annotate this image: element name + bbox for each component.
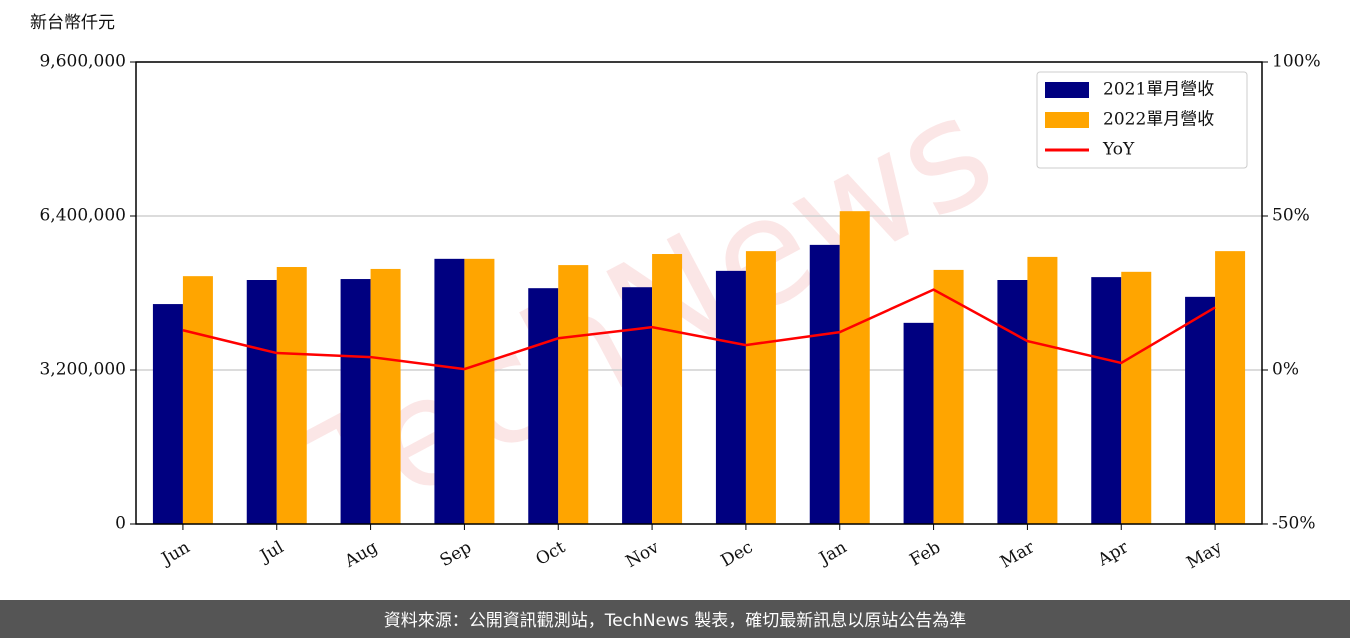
bar — [152, 304, 183, 524]
bar — [997, 280, 1028, 524]
bar — [839, 211, 870, 524]
legend-swatch — [1045, 112, 1089, 128]
bar — [434, 258, 465, 524]
bar — [1027, 256, 1058, 524]
bar — [809, 244, 840, 524]
legend-swatch — [1045, 82, 1089, 98]
bar — [903, 322, 934, 524]
bar — [182, 276, 213, 524]
x-tick-label: Sep — [437, 537, 475, 571]
y2-tick-label: 100% — [1272, 52, 1321, 72]
bar — [652, 254, 683, 525]
bar — [464, 258, 495, 524]
bar — [246, 280, 277, 524]
x-tick-label: Dec — [718, 537, 757, 571]
x-tick-label: May — [1183, 537, 1226, 573]
y-tick-label: 0 — [115, 514, 126, 534]
x-tick-label: Apr — [1094, 537, 1133, 571]
bar — [370, 268, 401, 524]
x-tick-label: Jun — [157, 537, 194, 570]
y2-tick-label: -50% — [1272, 514, 1316, 534]
y2-tick-label: 50% — [1272, 206, 1310, 226]
legend-label: 2022單月營收 — [1103, 110, 1214, 130]
bar — [528, 288, 559, 524]
x-tick-label: Mar — [997, 537, 1039, 573]
plot-frame — [135, 61, 1263, 525]
bar — [745, 251, 776, 524]
bar — [1215, 251, 1246, 524]
x-tick-label: Nov — [623, 537, 663, 572]
bar — [340, 279, 371, 524]
bar — [933, 269, 964, 524]
source-note: 資料來源：公開資訊觀測站，TechNews 製表，確切最新訊息以原站公告為準 — [384, 611, 966, 631]
y-tick-label: 9,600,000 — [39, 52, 126, 72]
y-tick-label: 3,200,000 — [39, 360, 126, 380]
y2-tick-label: 0% — [1272, 360, 1299, 380]
x-tick-label: Oct — [533, 537, 569, 570]
legend-label: 2021單月營收 — [1103, 80, 1214, 100]
bar — [1185, 296, 1216, 524]
bar — [1091, 277, 1122, 524]
legend-label: YoY — [1102, 140, 1135, 160]
bar — [715, 270, 746, 524]
x-tick-label: Feb — [907, 537, 945, 570]
legend-box — [1036, 71, 1248, 169]
bar — [558, 265, 589, 524]
bar — [276, 267, 307, 524]
x-tick-label: Jan — [814, 537, 850, 569]
footer-bar — [0, 600, 1350, 638]
bar — [1121, 271, 1152, 524]
yoy-line — [182, 288, 1216, 371]
y-tick-label: 6,400,000 — [39, 206, 126, 226]
bar — [622, 287, 653, 524]
x-tick-label: Jul — [255, 537, 287, 567]
y-axis-label: 新台幣仟元 — [30, 13, 115, 33]
